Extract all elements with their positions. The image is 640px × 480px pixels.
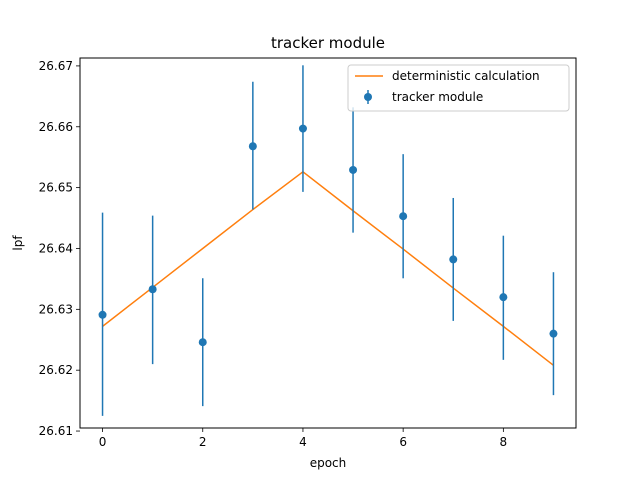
data-point <box>499 293 508 302</box>
y-tick-label: 26.63 <box>39 302 73 316</box>
data-point <box>298 124 307 133</box>
data-point <box>148 285 157 294</box>
data-point <box>549 329 558 338</box>
x-tick-label: 8 <box>500 435 508 449</box>
plot-frame <box>79 57 577 429</box>
legend-errorbar-label: tracker module <box>392 90 483 104</box>
legend-box <box>347 64 570 112</box>
data-point <box>349 165 358 174</box>
y-axis: 26.61 26.62 26.63 26.64 26.65 26.66 26.67 <box>39 59 80 438</box>
x-axis-label: epoch <box>310 456 347 470</box>
x-tick-label: 0 <box>99 435 107 449</box>
x-tick-label: 6 <box>399 435 407 449</box>
y-tick-label: 26.62 <box>39 363 73 377</box>
y-tick-label: 26.61 <box>39 424 73 438</box>
plot-area <box>79 57 577 429</box>
chart-title: tracker module <box>271 34 385 52</box>
data-point <box>449 255 458 264</box>
legend-errorbar-marker <box>364 93 372 101</box>
y-tick-label: 26.64 <box>39 241 73 255</box>
legend-errorbar-swatch <box>364 90 372 104</box>
data-point <box>248 142 257 151</box>
data-point <box>98 310 107 319</box>
series-layer <box>98 65 558 416</box>
legend-line-label: deterministic calculation <box>392 69 540 83</box>
legend: deterministic calculation tracker module <box>347 64 570 112</box>
y-tick-label: 26.66 <box>39 120 73 134</box>
data-point <box>198 338 207 347</box>
x-tick-label: 2 <box>199 435 207 449</box>
plot-background <box>80 58 576 428</box>
data-point <box>399 212 408 221</box>
x-tick-label: 4 <box>299 435 307 449</box>
y-tick-label: 26.65 <box>39 181 73 195</box>
x-axis: 0 2 4 6 8 <box>99 428 507 449</box>
y-axis-label: lpf <box>11 235 25 251</box>
series-line-deterministic <box>102 170 554 366</box>
y-tick-label: 26.67 <box>39 59 73 73</box>
